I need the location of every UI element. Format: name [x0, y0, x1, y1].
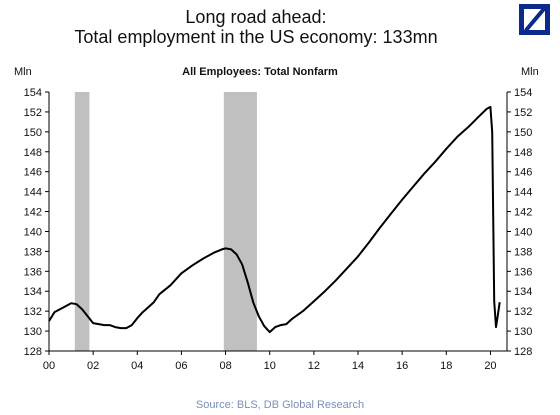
x-tick-label: 10 — [264, 360, 276, 372]
y-tick-label-left: 146 — [24, 167, 42, 179]
y-tick-label-left: 144 — [24, 187, 42, 199]
y-tick-label-left: 132 — [24, 306, 42, 318]
series-line-1 — [48, 105, 501, 334]
tick-labels: 128 128 130 130 132 132 134 134 136 136 138 138 140 1… — [24, 87, 533, 372]
y-tick-label-left: 152 — [24, 107, 42, 119]
y-tick-label-left: 130 — [24, 326, 42, 338]
x-tick-label: 08 — [219, 360, 231, 372]
deutsche-bank-logo-icon — [519, 4, 550, 35]
x-tick-label: 12 — [308, 360, 320, 372]
chart-title-line-2: Total employment in the US economy: 133m… — [74, 27, 438, 47]
x-tick-label: 20 — [484, 360, 496, 372]
x-tick-label: 04 — [131, 360, 143, 372]
y-tick-label-left: 150 — [24, 127, 42, 139]
y-tick-label-right: 146 — [514, 167, 532, 179]
y-tick-label-left: 134 — [24, 286, 42, 298]
recession-band-1 — [74, 92, 90, 351]
y-tick-label-left: 136 — [24, 266, 42, 278]
y-tick-label-right: 132 — [514, 306, 532, 318]
y-tick-label-left: 140 — [24, 226, 42, 238]
y-tick-label-right: 144 — [514, 187, 532, 199]
x-tick-label: 14 — [352, 360, 364, 372]
y-tick-label-right: 134 — [514, 286, 532, 298]
x-tick-label: 02 — [87, 360, 99, 372]
chart-subtitle: All Employees: Total Nonfarm — [182, 66, 338, 78]
y-tick-label-right: 152 — [514, 107, 532, 119]
x-tick-label: 16 — [396, 360, 408, 372]
y-tick-label-right: 140 — [514, 226, 532, 238]
y-tick-label-right: 128 — [514, 346, 532, 358]
recession-band-2 — [223, 92, 257, 351]
y-tick-label-left: 142 — [24, 207, 42, 219]
y-tick-label-left: 154 — [24, 87, 42, 99]
y-tick-label-right: 154 — [514, 87, 532, 99]
chart-axes — [45, 91, 511, 355]
x-tick-label: 00 — [43, 360, 55, 372]
x-tick-label: 06 — [175, 360, 187, 372]
left-axis-unit-label: Mln — [14, 66, 32, 78]
y-tick-label-left: 138 — [24, 246, 42, 258]
recession-bands — [74, 92, 257, 351]
y-tick-label-right: 150 — [514, 127, 532, 139]
chart-title-line-1: Long road ahead: — [185, 7, 327, 27]
y-tick-label-right: 148 — [514, 147, 532, 159]
y-tick-label-left: 128 — [24, 346, 42, 358]
y-tick-label-left: 148 — [24, 147, 42, 159]
y-tick-label-right: 130 — [514, 326, 532, 338]
source-note: Source: BLS, DB Global Research — [195, 399, 365, 411]
y-tick-label-right: 138 — [514, 246, 532, 258]
y-tick-label-right: 142 — [514, 207, 532, 219]
series-lines — [48, 105, 501, 334]
y-tick-label-right: 136 — [514, 266, 532, 278]
x-tick-label: 18 — [440, 360, 452, 372]
right-axis-unit-label: Mln — [521, 66, 539, 78]
